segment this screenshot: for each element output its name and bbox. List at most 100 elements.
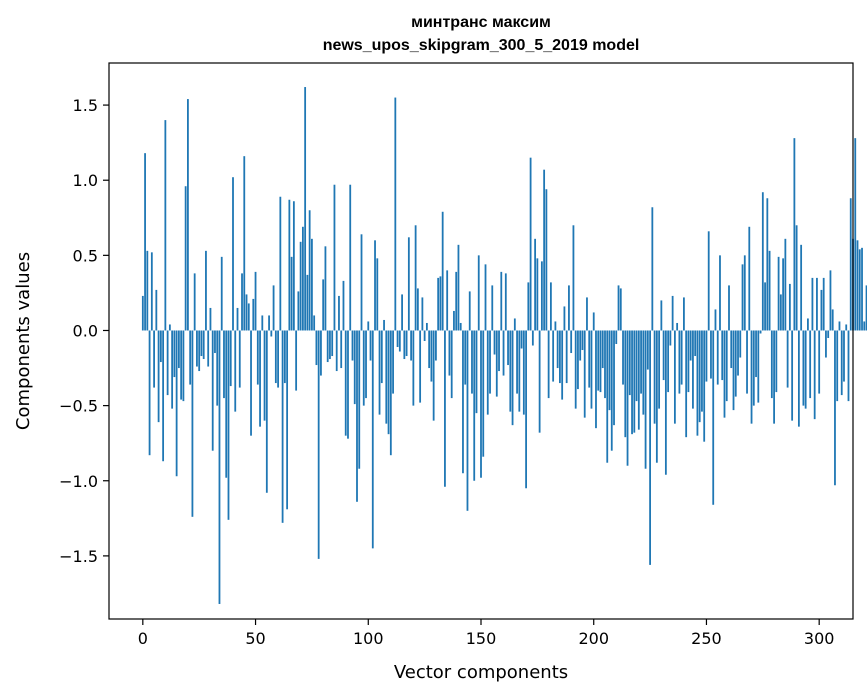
bar-component-132: [439, 276, 442, 331]
bar-component-34: [218, 330, 221, 604]
bar-component-242: [687, 330, 690, 393]
bar-component-59: [274, 330, 277, 384]
bar-component-101: [369, 330, 372, 361]
bar-component-61: [279, 196, 282, 331]
bar-component-48: [250, 330, 252, 436]
bar-component-116: [403, 330, 406, 360]
bar-component-279: [770, 330, 773, 399]
bar-component-168: [520, 330, 523, 349]
bar-component-44: [241, 273, 243, 331]
bar-component-128: [430, 330, 433, 382]
bar-component-284: [782, 258, 785, 331]
bar-component-104: [376, 258, 379, 331]
bar-component-302: [822, 277, 825, 331]
bar-component-188: [565, 330, 568, 384]
bar-component-174: [534, 238, 537, 331]
bar-component-149: [477, 255, 480, 331]
bar-component-205: [604, 330, 606, 399]
bar-component-282: [777, 256, 780, 331]
bar-component-131: [437, 277, 440, 331]
bar-component-37: [225, 330, 228, 478]
bar-component-252: [710, 330, 712, 379]
bar-component-185: [559, 330, 561, 384]
bar-component-303: [825, 330, 827, 358]
bar-component-18: [182, 330, 185, 402]
bar-component-230: [660, 300, 663, 331]
bar-component-147: [473, 330, 476, 481]
bar-component-51: [256, 330, 259, 385]
bar-component-154: [489, 330, 491, 394]
bar-component-0: [141, 295, 144, 331]
bar-component-153: [486, 330, 489, 415]
bar-component-90: [344, 330, 347, 436]
bar-component-212: [619, 288, 622, 331]
bar-component-68: [295, 330, 298, 391]
y-tick-label: 0.5: [73, 246, 98, 265]
bar-component-177: [540, 261, 543, 331]
bar-component-67: [292, 201, 295, 331]
bar-component-46: [245, 294, 248, 331]
bar-component-100: [367, 321, 370, 331]
bar-component-130: [435, 330, 437, 361]
bar-component-166: [516, 330, 518, 394]
bar-component-290: [795, 225, 798, 331]
bar-component-307: [834, 330, 836, 486]
bar-component-125: [423, 330, 426, 341]
bar-component-75: [311, 238, 313, 331]
bar-component-109: [387, 330, 390, 435]
bar-component-43: [238, 330, 241, 388]
y-axis-ticks: −1.5 −1.0 −0.5 0.0 0.5 1.0 1.5: [59, 96, 109, 566]
bar-component-146: [471, 330, 473, 394]
bar-component-238: [678, 330, 681, 394]
bar-component-318: [858, 249, 861, 331]
bar-component-74: [308, 210, 311, 331]
bar-component-221: [640, 330, 642, 394]
bar-component-86: [335, 330, 338, 372]
bar-component-98: [362, 330, 365, 406]
bar-component-192: [574, 330, 577, 409]
bar-component-28: [205, 250, 207, 331]
bar-component-161: [504, 273, 507, 331]
bar-component-139: [455, 271, 458, 331]
bar-component-38: [227, 330, 230, 520]
bar-component-27: [202, 330, 205, 360]
bar-component-319: [861, 247, 863, 331]
bar-component-134: [444, 330, 446, 487]
bar-component-246: [696, 330, 699, 436]
bar-component-122: [416, 288, 419, 331]
bar-component-291: [797, 330, 800, 427]
bar-component-84: [331, 330, 334, 357]
bar-component-227: [653, 330, 656, 424]
bar-component-111: [392, 330, 394, 394]
bar-component-286: [786, 330, 789, 388]
bar-component-226: [651, 207, 654, 331]
bar-component-113: [396, 330, 399, 348]
bar-component-15: [175, 330, 178, 477]
y-tick-label: −0.5: [59, 397, 98, 416]
bar-component-190: [570, 330, 573, 354]
bar-component-63: [283, 330, 286, 384]
bar-component-194: [579, 330, 582, 361]
bar-component-196: [583, 330, 586, 418]
bar-component-4: [150, 252, 153, 331]
bar-component-266: [741, 264, 744, 331]
bar-component-143: [464, 330, 467, 385]
bar-component-148: [475, 330, 478, 414]
bar-component-272: [755, 330, 757, 378]
bar-component-14: [173, 330, 176, 378]
bar-component-187: [563, 306, 566, 331]
bar-component-80: [322, 279, 325, 331]
bar-component-312: [845, 324, 848, 331]
bar-component-108: [385, 330, 388, 424]
bar-component-163: [509, 330, 512, 412]
bar-component-33: [216, 330, 219, 406]
bar-component-173: [531, 330, 534, 346]
bar-component-118: [407, 237, 410, 331]
bar-component-32: [214, 330, 216, 354]
bar-component-12: [168, 324, 171, 331]
bar-component-65: [288, 199, 291, 331]
bar-component-243: [689, 330, 692, 361]
bar-component-160: [502, 330, 505, 376]
bar-component-50: [254, 271, 257, 331]
bar-component-254: [714, 309, 717, 331]
